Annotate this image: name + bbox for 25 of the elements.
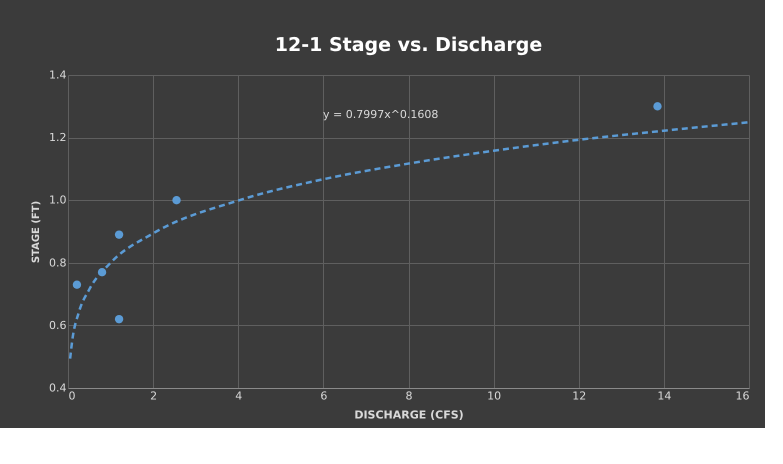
- y-tick-label: 1.2: [49, 131, 66, 144]
- y-tick-label: 1.4: [49, 68, 66, 82]
- y-tick-label: 1.0: [49, 194, 66, 207]
- x-tick-label: 16: [736, 390, 750, 402]
- y-tick-label: 0.4: [49, 382, 66, 394]
- point: [653, 102, 662, 110]
- annotation: y = 0.7997x^0.1608: [323, 108, 438, 121]
- y-axis-title: STAGE (FT): [31, 200, 42, 264]
- x-axis-title: DISCHARGE (CFS): [354, 408, 464, 422]
- x-tick-label: 14: [657, 390, 672, 402]
- x-tick-label: 4: [235, 390, 242, 402]
- point: [114, 230, 124, 239]
- chart-title: 12-1 Stage vs. Discharge: [274, 34, 542, 56]
- x-tick-label: 2: [150, 390, 158, 402]
- y-tick-label: 0.6: [49, 318, 66, 332]
- point: [72, 280, 82, 289]
- point: [114, 314, 124, 324]
- x-tick-label: 8: [406, 390, 412, 402]
- line-series: [68, 121, 750, 360]
- x-tick-label: 12: [572, 390, 586, 402]
- x-tick-label: 6: [320, 390, 328, 402]
- y-tick-label: 0.8: [49, 256, 66, 270]
- x-tick-label: 10: [487, 390, 502, 402]
- point: [172, 196, 181, 204]
- x-tick-label: 0: [68, 390, 76, 402]
